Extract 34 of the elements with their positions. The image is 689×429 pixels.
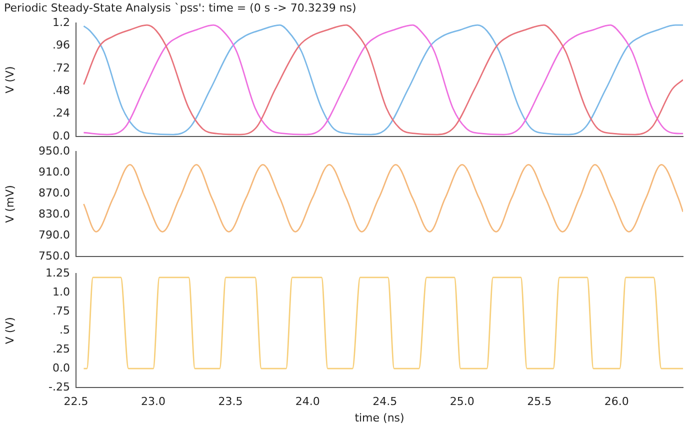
x-tick-label: 22.5 (64, 395, 88, 408)
y-tick-label: .96 (52, 38, 70, 52)
y-tick-label: 870.0 (38, 186, 70, 200)
x-axis-title: time (ns) (354, 411, 404, 424)
chart-title: Periodic Steady-State Analysis `pss': time = (0 s -> 70.3239 ns) (4, 1, 356, 14)
y-tick-label: -.25 (48, 380, 70, 394)
y-tick-label: .5 (60, 323, 70, 336)
x-tick-label: 25.5 (527, 395, 552, 408)
y-tick-label: .72 (52, 61, 70, 74)
y-tick-label: .48 (52, 84, 70, 97)
y-tick-label: 750.0 (38, 249, 70, 262)
y-tick-label: .75 (52, 304, 70, 318)
y-tick-label: 1.0 (52, 285, 70, 298)
y-axis-title: V (mV) (3, 185, 16, 223)
line-series (83, 164, 683, 232)
line-series (83, 24, 683, 136)
y-tick-label: .25 (52, 342, 70, 356)
x-tick-label: 25.0 (450, 395, 474, 408)
y-tick-label: 950.0 (38, 144, 70, 158)
x-tick-label: 26.0 (604, 395, 629, 408)
y-tick-label: 790.0 (38, 228, 70, 242)
y-axis-title: V (V) (3, 66, 16, 94)
y-tick-label: 0.0 (52, 361, 70, 374)
y-tick-label: 1.25 (46, 266, 70, 280)
y-tick-label: 910.0 (38, 165, 70, 178)
y-tick-label: 0.0 (52, 129, 70, 142)
x-tick-label: 24.0 (295, 395, 320, 408)
y-tick-label: 830.0 (38, 207, 70, 220)
x-tick-label: 23.0 (140, 395, 166, 408)
y-tick-label: 1.2 (52, 16, 70, 30)
x-tick-label: 24.5 (372, 395, 398, 408)
y-axis-title: V (V) (3, 317, 16, 344)
y-tick-label: .24 (52, 106, 70, 120)
x-tick-label: 23.5 (218, 395, 243, 408)
